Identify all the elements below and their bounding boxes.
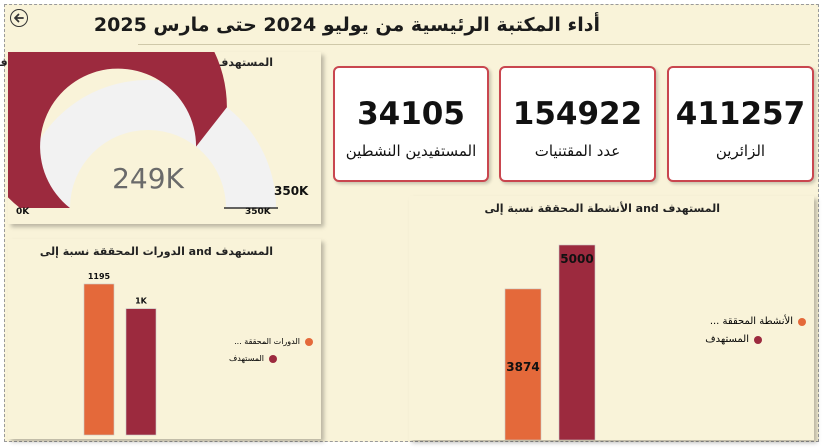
bar-data-label: 1K: [135, 297, 148, 306]
legend-dot-icon: [798, 317, 806, 326]
courses-chart-panel: المستهدف and الدورات المحققة نسبة إلى 11…: [8, 239, 321, 439]
legend-item-courses-achieved: الدورات المحققة ...: [234, 337, 313, 346]
activities-bar-chart: 3874 5000: [504, 244, 596, 440]
bar-data-label: 3874: [506, 360, 539, 374]
legend-label: الأنشطة المحققة ...: [709, 316, 793, 327]
kpi-value: 411257: [675, 96, 806, 132]
kpi-value: 154922: [512, 96, 643, 132]
back-arrow-icon[interactable]: [10, 9, 28, 27]
activities-chart-title: المستهدف and الأنشطة المحققة نسبة إلى: [484, 202, 720, 215]
gauge-value-label: 249K: [112, 162, 184, 195]
kpi-card-visitors: 411257 الزائرين: [667, 66, 814, 182]
legend-label: المستهدف: [228, 354, 264, 363]
gauge-max-label: 350K: [245, 207, 272, 217]
bar-target[interactable]: [558, 244, 596, 440]
bar-achieved[interactable]: [504, 288, 542, 440]
legend-item-activities-target: المستهدف: [705, 334, 762, 345]
bar-target[interactable]: [125, 308, 157, 436]
courses-chart-title: المستهدف and الدورات المحققة نسبة إلى: [39, 245, 273, 258]
activities-chart-panel: المستهدف and الأنشطة المحققة نسبة إلى 38…: [409, 196, 814, 440]
courses-bar-chart: 1195 1K: [83, 272, 157, 436]
gauge-min-label: 0K: [16, 207, 30, 217]
kpi-label: المستفيدين النشطين: [345, 142, 477, 160]
gauge-panel: المستهدف and نسبة الإعارات المحققة, المس…: [0, 52, 321, 224]
legend-label: المستهدف: [705, 334, 749, 345]
bar-data-label: 1195: [88, 272, 111, 281]
kpi-card-holdings: 154922 عدد المقتنيات: [499, 66, 656, 182]
bar-achieved[interactable]: [83, 283, 115, 436]
page-title: أداء المكتبة الرئيسية من يوليو 2024 حتى …: [93, 14, 600, 36]
legend-dot-icon: [305, 337, 313, 346]
kpi-label: عدد المقتنيات: [534, 142, 621, 160]
kpi-card-active-beneficiaries: 34105 المستفيدين النشطين: [333, 66, 489, 182]
legend-item-courses-target: المستهدف: [229, 354, 277, 363]
legend-item-activities-achieved: الأنشطة المحققة ...: [710, 316, 806, 327]
kpi-label: الزائرين: [715, 142, 766, 160]
bar-data-label: 5000: [560, 252, 593, 266]
gauge-chart: 249K 350K 0K 350K: [8, 52, 309, 217]
title-divider: [138, 44, 810, 45]
kpi-value: 34105: [357, 96, 465, 132]
gauge-value-arc: [8, 52, 227, 208]
legend-label: الدورات المحققة ...: [234, 337, 300, 346]
legend-dot-icon: [754, 335, 762, 344]
gauge-target-label: 350K: [274, 184, 309, 198]
legend-dot-icon: [269, 354, 277, 363]
